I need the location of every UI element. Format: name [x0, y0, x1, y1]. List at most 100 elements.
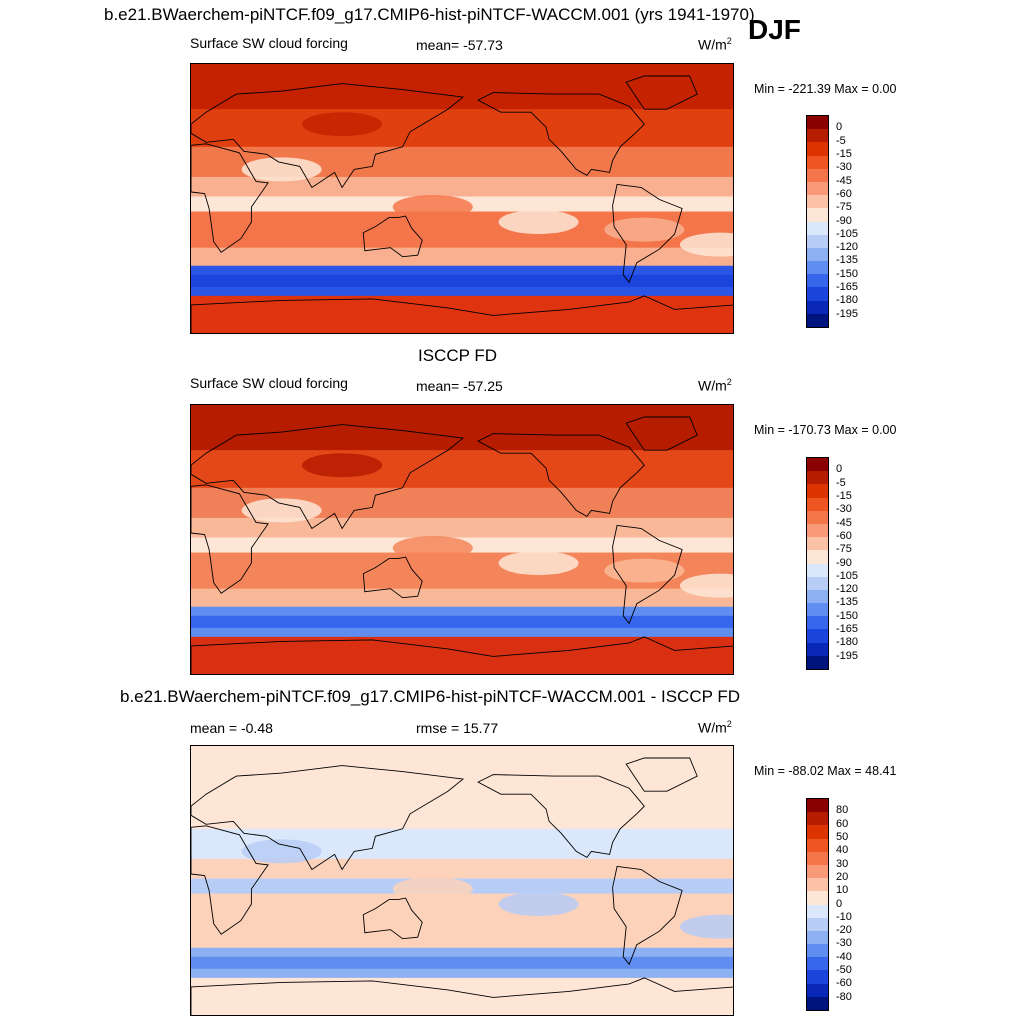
colorbar-label: -30 — [836, 937, 852, 950]
colorbar-label: -150 — [836, 609, 859, 622]
colorbar-label: -30 — [836, 161, 852, 174]
panel2-map — [190, 404, 734, 675]
colorbar-swatch — [807, 878, 828, 892]
coastline — [191, 83, 465, 189]
colorbar-label: -50 — [836, 964, 852, 977]
colorbar-swatch — [807, 208, 828, 222]
coastline — [191, 825, 269, 935]
colorbar-swatch — [807, 799, 828, 813]
colorbar-label: -90 — [836, 214, 852, 227]
latitude-band — [191, 947, 733, 958]
colorbar-swatch — [807, 497, 828, 511]
colorbar-swatch — [807, 838, 828, 852]
panel3-rmse: rmse = 15.77 — [416, 720, 499, 736]
coastline — [612, 183, 683, 284]
colorbar-label: -30 — [836, 503, 852, 516]
coastline — [625, 416, 698, 451]
colorbar-swatch — [807, 996, 828, 1010]
colorbar-label: -60 — [836, 187, 852, 200]
colorbar-swatch — [807, 576, 828, 590]
colorbar-label: -20 — [836, 924, 852, 937]
panel2-minmax: Min = -170.73 Max = 0.00 — [754, 423, 897, 437]
colorbar-label: -120 — [836, 241, 859, 254]
panel2-mean: mean= -57.25 — [416, 378, 503, 394]
colorbar-label: -10 — [836, 910, 852, 923]
colorbar-swatch — [807, 891, 828, 905]
latitude-band — [191, 247, 733, 267]
coastline — [362, 215, 423, 258]
colorbar-swatch — [807, 168, 828, 182]
colorbar-label: 10 — [836, 884, 849, 897]
latitude-band — [191, 929, 733, 949]
field-patch — [498, 892, 579, 917]
latitude-band — [191, 791, 733, 830]
panel3-minmax: Min = -88.02 Max = 48.41 — [754, 764, 897, 778]
latitude-band — [191, 627, 733, 638]
coastline — [625, 75, 698, 110]
colorbar-swatch — [807, 563, 828, 577]
colorbar-swatch — [807, 864, 828, 879]
latitude-band — [191, 588, 733, 608]
colorbar-label: 40 — [836, 844, 849, 857]
colorbar-label: -45 — [836, 516, 852, 529]
colorbar-swatch — [807, 851, 828, 865]
colorbar-swatch — [807, 313, 828, 327]
colorbar-swatch — [807, 195, 828, 209]
field-patch — [392, 536, 473, 561]
colorbar-label: 50 — [836, 830, 849, 843]
panel2-variable: Surface SW cloud forcing — [190, 375, 348, 391]
colorbar-swatch — [807, 957, 828, 971]
field-patch — [241, 839, 322, 864]
colorbar-swatch — [807, 234, 828, 248]
panel3-map — [190, 745, 734, 1016]
coastline — [362, 897, 423, 940]
figure-title: b.e21.BWaerchem-piNTCF.f09_g17.CMIP6-his… — [104, 5, 755, 24]
coastline — [191, 636, 733, 674]
field-patch — [679, 914, 733, 939]
colorbar-swatch — [807, 917, 828, 931]
colorbar-label: -15 — [836, 489, 852, 502]
colorbar-swatch — [807, 812, 828, 826]
panel3-colorbar — [806, 798, 829, 1011]
colorbar-label: -120 — [836, 583, 859, 596]
field-patch — [604, 217, 685, 242]
latitude-band — [191, 109, 733, 148]
colorbar-swatch — [807, 983, 828, 997]
field-patch — [302, 112, 383, 137]
panel2-colorbar — [806, 457, 829, 670]
colorbar-swatch — [807, 550, 828, 564]
coastline — [625, 757, 698, 792]
colorbar-swatch — [807, 629, 828, 643]
colorbar-label: -195 — [836, 307, 859, 320]
colorbar-label: -60 — [836, 977, 852, 990]
coastline — [612, 524, 683, 625]
colorbar-swatch — [807, 458, 828, 472]
colorbar-swatch — [807, 274, 828, 288]
latitude-band — [191, 176, 733, 197]
panel2-map-svg — [191, 405, 733, 674]
colorbar-swatch — [807, 970, 828, 984]
field-patch — [498, 210, 579, 235]
colorbar-label: -75 — [836, 543, 852, 556]
colorbar-label: -180 — [836, 636, 859, 649]
field-patch — [302, 794, 383, 819]
panel1-units: W/m2 — [698, 36, 732, 53]
colorbar-label: 60 — [836, 817, 849, 830]
latitude-band — [191, 295, 733, 333]
colorbar-swatch — [807, 537, 828, 551]
colorbar-swatch — [807, 181, 828, 196]
colorbar-swatch — [807, 655, 828, 669]
panel2-units: W/m2 — [698, 377, 732, 394]
colorbar-swatch — [807, 221, 828, 235]
colorbar-swatch — [807, 142, 828, 156]
colorbar-label: -15 — [836, 147, 852, 160]
panel3-map-svg — [191, 746, 733, 1015]
colorbar-label: -5 — [836, 134, 846, 147]
colorbar-swatch — [807, 116, 828, 130]
colorbar-label: -40 — [836, 950, 852, 963]
colorbar-label: -80 — [836, 990, 852, 1003]
colorbar-swatch — [807, 247, 828, 262]
latitude-band — [191, 405, 733, 451]
field-patch — [679, 232, 733, 257]
colorbar-label: -90 — [836, 556, 852, 569]
